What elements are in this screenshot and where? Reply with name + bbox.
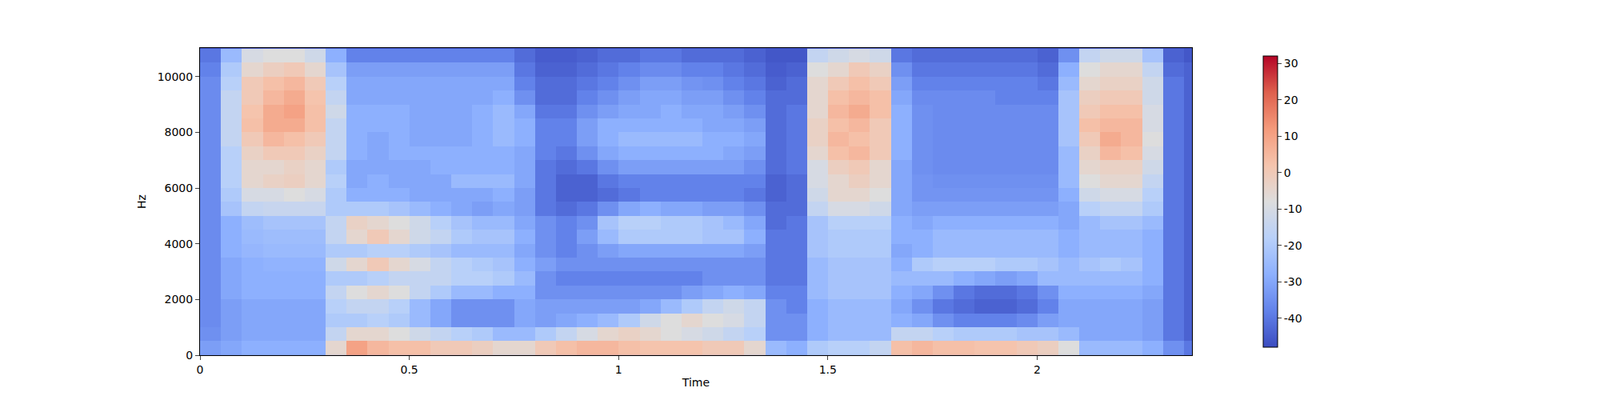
svg-text:10: 10 bbox=[1284, 129, 1299, 143]
svg-text:1: 1 bbox=[615, 363, 623, 376]
svg-text:10000: 10000 bbox=[157, 70, 194, 84]
svg-text:0: 0 bbox=[1284, 166, 1292, 180]
svg-text:6000: 6000 bbox=[164, 181, 194, 195]
svg-text:0.5: 0.5 bbox=[400, 363, 418, 376]
svg-text:1.5: 1.5 bbox=[819, 363, 837, 376]
svg-text:Hz: Hz bbox=[135, 194, 148, 209]
svg-text:2000: 2000 bbox=[164, 292, 194, 306]
svg-text:-30: -30 bbox=[1284, 275, 1303, 288]
svg-text:-20: -20 bbox=[1284, 239, 1303, 252]
svg-text:Time: Time bbox=[681, 376, 710, 389]
svg-text:30: 30 bbox=[1284, 56, 1299, 70]
svg-text:8000: 8000 bbox=[164, 125, 194, 139]
svg-text:4000: 4000 bbox=[164, 237, 194, 251]
svg-text:0: 0 bbox=[185, 348, 193, 362]
svg-text:-40: -40 bbox=[1284, 312, 1303, 325]
svg-text:2: 2 bbox=[1033, 363, 1041, 376]
svg-text:20: 20 bbox=[1284, 93, 1299, 107]
svg-text:-10: -10 bbox=[1284, 202, 1303, 216]
svg-text:0: 0 bbox=[196, 363, 204, 376]
